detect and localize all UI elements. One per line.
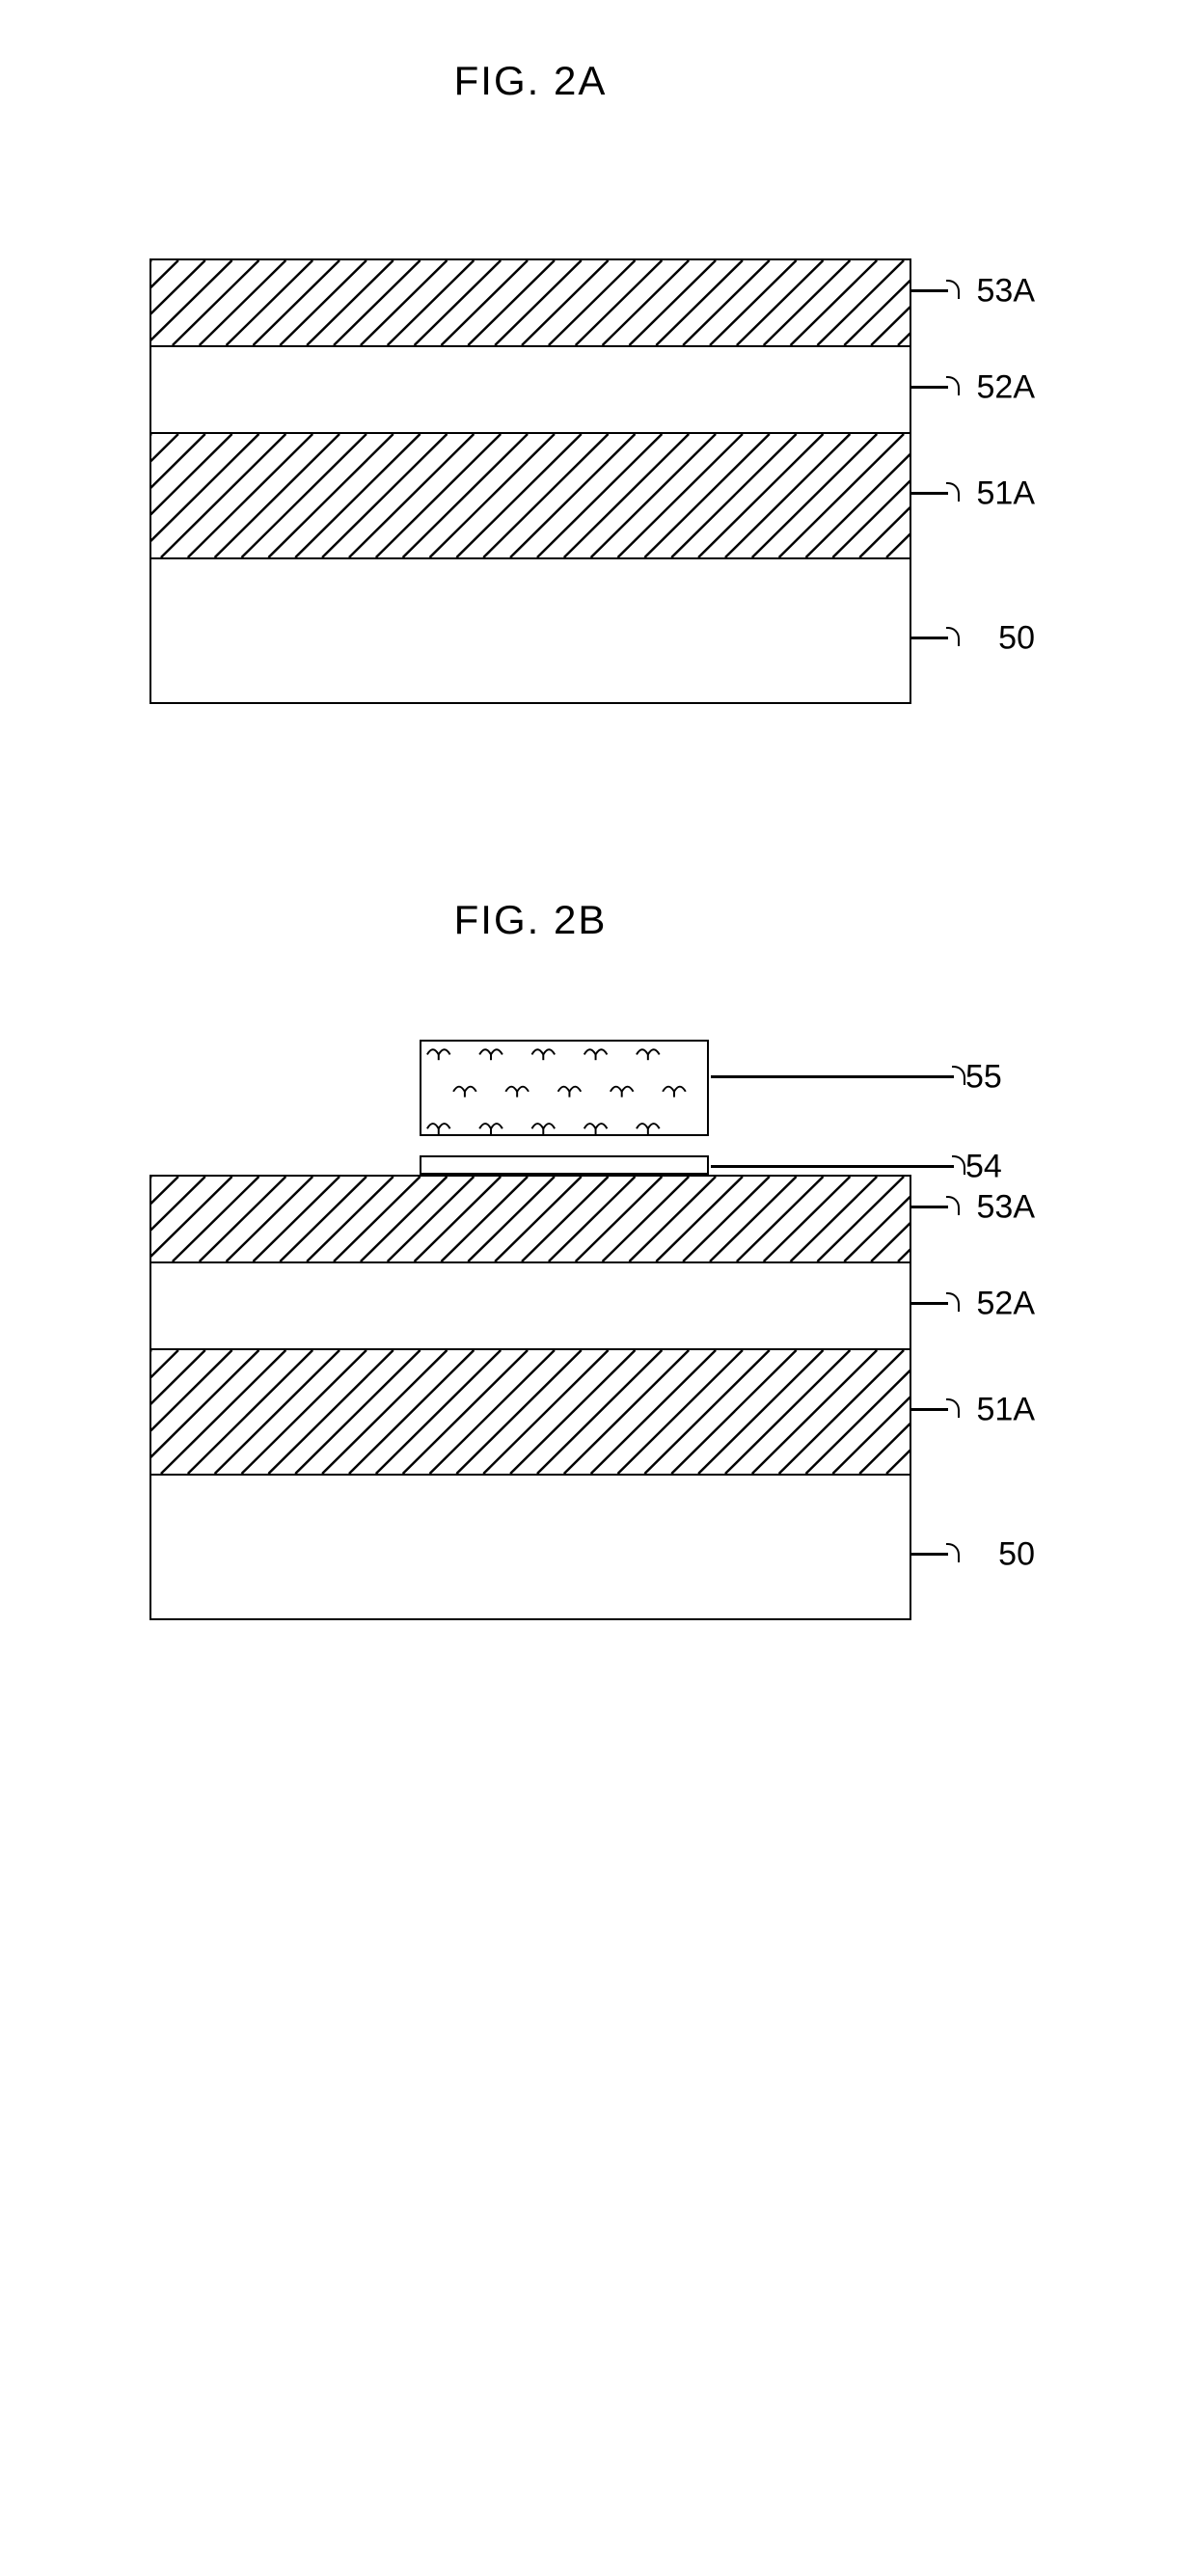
leader-hook — [946, 627, 960, 646]
leader-hook — [946, 1292, 960, 1312]
layer-label: 52A — [977, 369, 1036, 407]
leader-line — [910, 1302, 948, 1305]
leader-line — [910, 1553, 948, 1556]
leader-line — [910, 289, 948, 292]
leader-line — [711, 1075, 954, 1078]
layer: 50 — [151, 557, 910, 702]
top-layer: 55 — [420, 1040, 709, 1136]
top-layer: 54 — [420, 1155, 709, 1175]
layer-label: 51A — [977, 475, 1036, 513]
leader-hook — [946, 1398, 960, 1418]
layer: 52A — [151, 345, 910, 432]
leader-line — [910, 386, 948, 389]
layer: 51A — [151, 432, 910, 557]
leader-hook — [946, 482, 960, 502]
leader-hook — [946, 1543, 960, 1562]
top-layer-label: 55 — [965, 1059, 1002, 1097]
leader-hook — [946, 280, 960, 299]
figure: FIG. 2B53A52A51A505455 — [149, 897, 1162, 1620]
layer: 52A — [151, 1261, 910, 1348]
leader-line — [711, 1165, 954, 1168]
leader-line — [910, 492, 948, 495]
layer: 53A — [151, 1175, 910, 1261]
layer-label: 53A — [977, 273, 1036, 311]
figure-title: FIG. 2B — [149, 897, 911, 943]
leader-hook — [946, 1196, 960, 1215]
layer-label: 51A — [977, 1392, 1036, 1429]
leader-line — [910, 637, 948, 639]
figure: FIG. 2A53A52A51A50 — [149, 58, 1162, 704]
figure-title: FIG. 2A — [149, 58, 911, 104]
layer-label: 52A — [977, 1286, 1036, 1323]
layer-label: 50 — [998, 1536, 1035, 1574]
leader-hook — [952, 1066, 965, 1085]
layer: 51A — [151, 1348, 910, 1474]
layer-stack: 53A52A51A505455 — [149, 1175, 911, 1620]
layer-stack: 53A52A51A50 — [149, 258, 911, 704]
leader-line — [910, 1408, 948, 1411]
leader-hook — [946, 376, 960, 395]
layer: 53A — [151, 258, 910, 345]
top-layer-label: 54 — [965, 1149, 1002, 1186]
layer-label: 53A — [977, 1189, 1036, 1227]
leader-hook — [952, 1155, 965, 1175]
layer-label: 50 — [998, 620, 1035, 658]
layer: 50 — [151, 1474, 910, 1618]
leader-line — [910, 1206, 948, 1208]
